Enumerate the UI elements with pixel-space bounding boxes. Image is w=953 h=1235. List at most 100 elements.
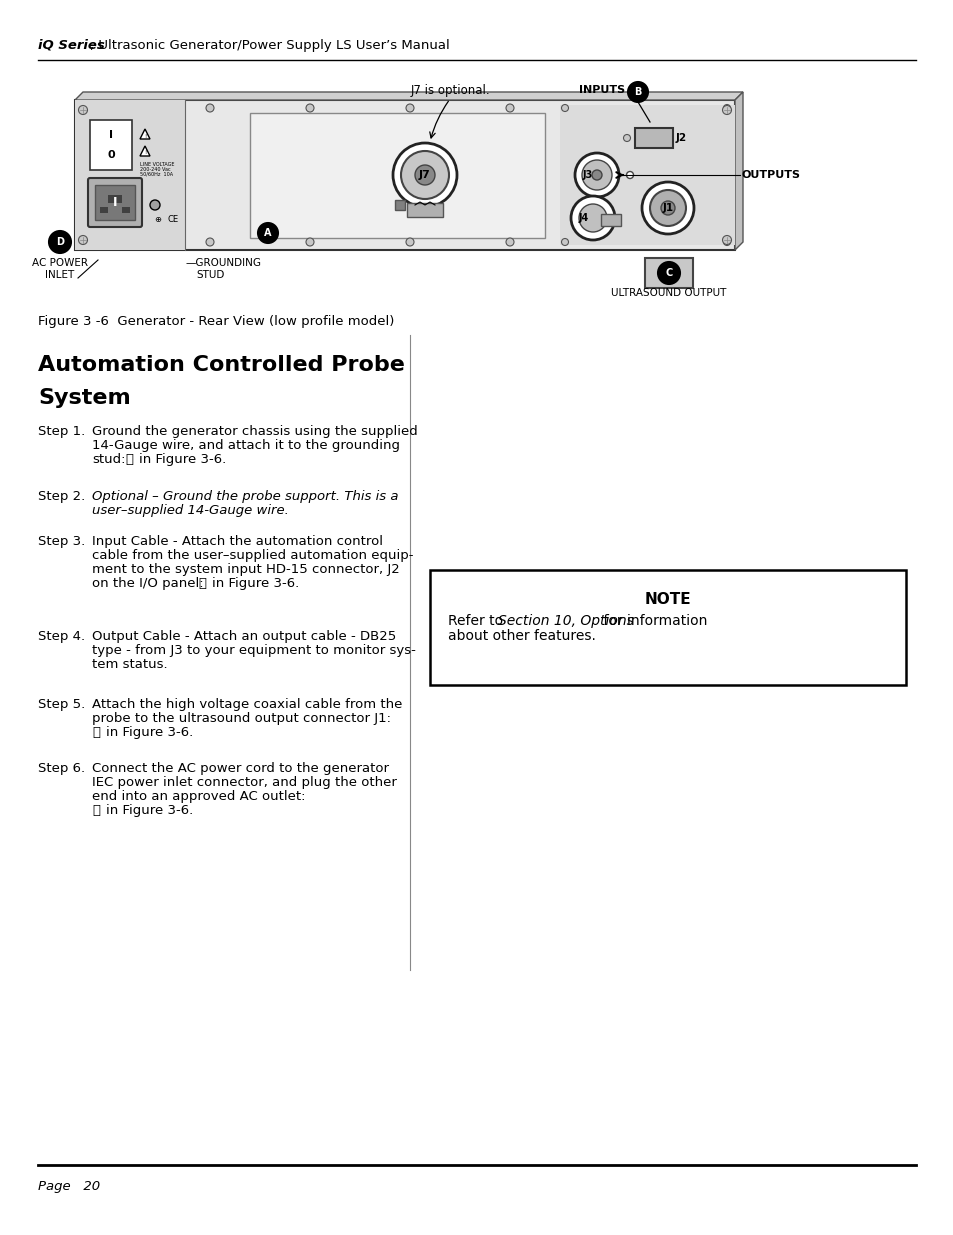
Circle shape [415,165,435,185]
Circle shape [406,104,414,112]
Text: in Figure 3-6.: in Figure 3-6. [106,726,193,739]
Text: iQ Series: iQ Series [38,40,105,52]
Circle shape [78,236,88,245]
Circle shape [627,82,647,103]
Text: Refer to: Refer to [448,614,507,629]
Text: J1: J1 [661,203,673,212]
Text: ⊕: ⊕ [154,215,161,225]
Text: J3: J3 [582,170,593,180]
Text: on the I/O panel:: on the I/O panel: [91,577,208,590]
Circle shape [626,172,633,179]
Text: Attach the high voltage coaxial cable from the: Attach the high voltage coaxial cable fr… [91,698,402,711]
Polygon shape [140,146,150,156]
Text: cable from the user–supplied automation equip-: cable from the user–supplied automation … [91,550,413,562]
Text: 50/60Hz  10A: 50/60Hz 10A [140,172,172,177]
Circle shape [575,153,618,198]
Text: Ⓐ: Ⓐ [125,453,132,466]
Text: in Figure 3-6.: in Figure 3-6. [106,804,193,818]
Text: for information: for information [598,614,707,629]
Text: Step 6.: Step 6. [38,762,85,776]
Circle shape [78,105,88,115]
Text: user–supplied 14-Gauge wire.: user–supplied 14-Gauge wire. [91,504,289,517]
Text: 200-240 Vac: 200-240 Vac [140,167,171,172]
Circle shape [257,224,277,243]
Text: A: A [264,228,272,238]
Text: , Ultrasonic Generator/Power Supply LS User’s Manual: , Ultrasonic Generator/Power Supply LS U… [90,40,449,52]
Text: about other features.: about other features. [448,629,596,643]
Text: I: I [112,196,117,209]
Circle shape [505,104,514,112]
Bar [644,258,692,288]
Polygon shape [75,91,742,100]
Circle shape [505,238,514,246]
Text: Step 3.: Step 3. [38,535,85,548]
Text: J4: J4 [578,212,588,224]
Text: Connect the AC power cord to the generator: Connect the AC power cord to the generat… [91,762,389,776]
Circle shape [658,262,679,284]
Text: D: D [56,237,64,247]
Circle shape [721,105,731,115]
Text: I: I [109,130,112,140]
Circle shape [206,104,213,112]
Text: ment to the system input HD-15 connector, J2: ment to the system input HD-15 connector… [91,563,399,576]
Text: Step 5.: Step 5. [38,698,85,711]
Text: Step 4.: Step 4. [38,630,85,643]
Circle shape [641,182,693,233]
Text: OUTPUTS: OUTPUTS [741,170,801,180]
Circle shape [306,238,314,246]
Circle shape [561,238,568,246]
Bar [600,214,620,226]
Text: INLET: INLET [46,270,74,280]
Text: in Figure 3-6.: in Figure 3-6. [139,453,226,466]
Circle shape [592,170,601,180]
Text: Ⓒ: Ⓒ [91,726,100,739]
Circle shape [400,151,449,199]
Text: STUD: STUD [195,270,224,280]
Bar [250,112,544,238]
Polygon shape [734,91,742,249]
Circle shape [406,238,414,246]
Bar [100,207,108,212]
Circle shape [206,238,213,246]
Text: J7 is optional.: J7 is optional. [410,84,489,98]
Circle shape [49,231,71,253]
FancyBboxPatch shape [88,178,142,227]
Text: Step 1.: Step 1. [38,425,85,438]
Circle shape [578,204,606,232]
Bar [430,571,905,685]
Circle shape [150,200,160,210]
Bar [122,207,130,212]
Text: B: B [634,86,641,98]
Bar [95,185,135,220]
Bar [635,128,672,148]
Circle shape [571,196,615,240]
Text: J7: J7 [418,170,431,180]
Text: 0: 0 [107,149,114,161]
Circle shape [623,135,630,142]
Text: 14-Gauge wire, and attach it to the grounding: 14-Gauge wire, and attach it to the grou… [91,438,399,452]
Text: Input Cable - Attach the automation control: Input Cable - Attach the automation cont… [91,535,382,548]
Text: in Figure 3-6.: in Figure 3-6. [212,577,299,590]
Polygon shape [140,128,150,140]
Text: Optional – Ground the probe support. This is a: Optional – Ground the probe support. Thi… [91,490,398,503]
Text: !: ! [144,151,146,156]
Bar [559,105,734,245]
Circle shape [581,161,612,190]
Text: Automation Controlled Probe: Automation Controlled Probe [38,354,404,375]
Text: AC POWER: AC POWER [32,258,88,268]
Text: Ⓑ: Ⓑ [198,577,206,590]
Bar [90,120,132,170]
Text: Output Cable - Attach an output cable - DB25: Output Cable - Attach an output cable - … [91,630,395,643]
Text: System: System [38,388,131,408]
Bar [395,200,405,210]
Circle shape [660,201,675,215]
Text: CE: CE [168,215,179,225]
Text: Section 10, Options: Section 10, Options [497,614,634,629]
Text: !: ! [144,133,146,138]
Text: IEC power inlet connector, and plug the other: IEC power inlet connector, and plug the … [91,776,396,789]
Text: Ground the generator chassis using the supplied: Ground the generator chassis using the s… [91,425,417,438]
Bar [75,100,734,249]
Circle shape [561,105,568,111]
Text: Page   20: Page 20 [38,1179,100,1193]
Bar [407,203,442,217]
